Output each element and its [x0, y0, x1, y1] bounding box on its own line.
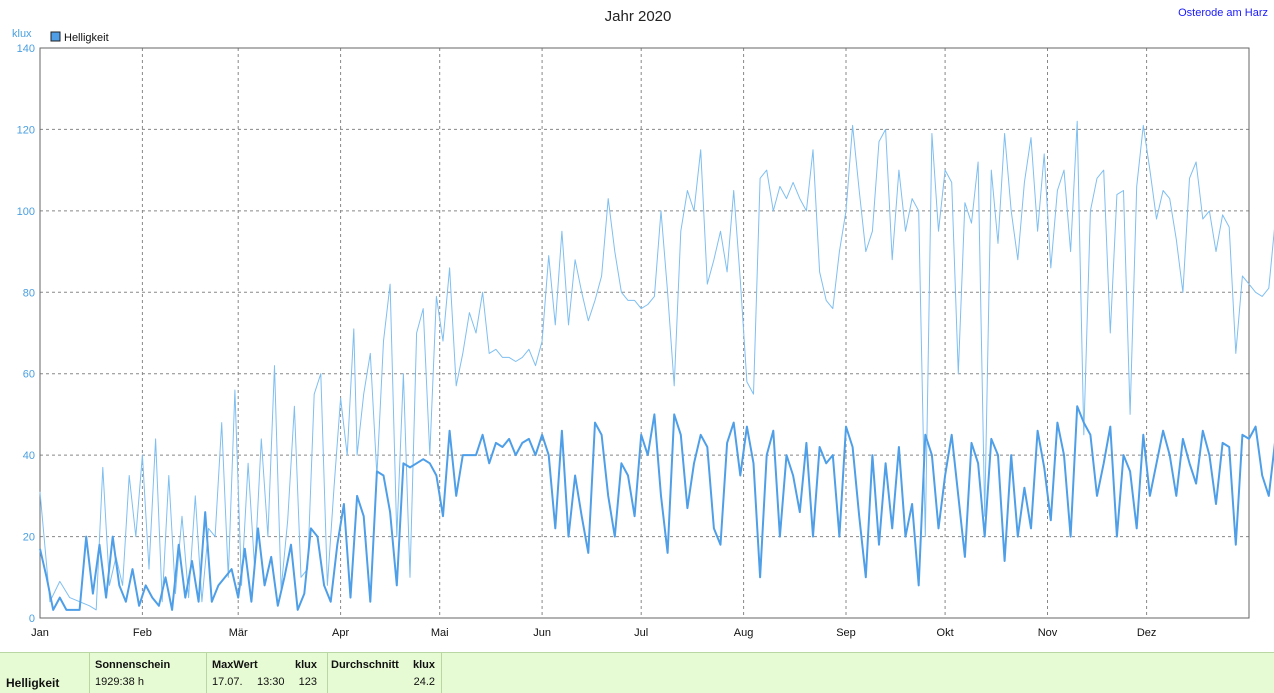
sonnenschein-value: 1929:38 h	[95, 676, 144, 688]
summary-row-label-cell: Helligkeit	[0, 653, 90, 693]
maxwert-time: 13:30	[257, 676, 285, 688]
durchschnitt-value: 24.2	[413, 676, 435, 688]
x-tick-label: Okt	[937, 627, 954, 639]
x-tick-label: Jan	[31, 627, 49, 639]
plot-frame	[39, 47, 1250, 619]
series-layer	[39, 120, 1274, 611]
summary-bar: Helligkeit Sonnenschein 1929:38 h MaxWer…	[0, 652, 1274, 693]
y-tick-label: 140	[17, 43, 35, 55]
maxwert-value: 123	[298, 676, 317, 688]
durchschnitt-cell: Durchschnitt klux 24.2	[328, 653, 442, 693]
brightness-chart: Jahr 2020 Osterode am Harz klux Helligke…	[12, 7, 1274, 639]
summary-row-label: Helligkeit	[6, 676, 60, 690]
maxwert-date: 17.07.	[212, 676, 243, 688]
y-tick-label: 20	[23, 532, 35, 544]
x-tick-label: Apr	[332, 627, 349, 639]
x-tick-label: Mai	[431, 627, 449, 639]
x-tick-label: Nov	[1038, 627, 1058, 639]
grid-lines	[40, 48, 1249, 618]
x-tick-label: Jul	[634, 627, 648, 639]
x-tick-label: Sep	[836, 627, 856, 639]
x-tick-label: Jun	[533, 627, 551, 639]
x-tick-label: Dez	[1137, 627, 1157, 639]
sonnenschein-header: Sonnenschein	[95, 659, 171, 671]
maxwert-cell: MaxWert klux 17.07. 13:30 123	[207, 653, 328, 693]
legend-swatch	[50, 31, 61, 42]
x-tick-labels: Jan Feb Mär Apr Mai Jun Jul Aug Sep Okt Nov Dez	[31, 627, 1156, 639]
y-tick-label: 120	[17, 124, 35, 136]
y-tick-label: 40	[23, 450, 35, 462]
y-tick-label: 60	[23, 369, 35, 381]
legend-label: Helligkeit	[64, 32, 109, 44]
y-tick-label: 80	[23, 287, 35, 299]
location-label: Osterode am Harz	[1178, 7, 1268, 19]
series-line-daily-max	[39, 120, 1274, 611]
y-tick-label: 0	[29, 613, 35, 625]
series-line-daily-mean	[39, 405, 1274, 611]
y-axis-unit: klux	[12, 28, 32, 40]
maxwert-unit: klux	[294, 659, 317, 671]
maxwert-header: MaxWert	[212, 659, 258, 671]
durchschnitt-unit: klux	[412, 659, 435, 671]
sonnenschein-cell: Sonnenschein 1929:38 h	[90, 653, 207, 693]
chart-title: Jahr 2020	[605, 8, 672, 25]
y-tick-labels: 0 20 40 60 80 100 120 140	[17, 43, 35, 625]
durchschnitt-header: Durchschnitt	[331, 659, 399, 671]
x-tick-label: Aug	[734, 627, 754, 639]
y-tick-label: 100	[17, 206, 35, 218]
x-tick-label: Feb	[133, 627, 152, 639]
x-tick-label: Mär	[229, 627, 248, 639]
